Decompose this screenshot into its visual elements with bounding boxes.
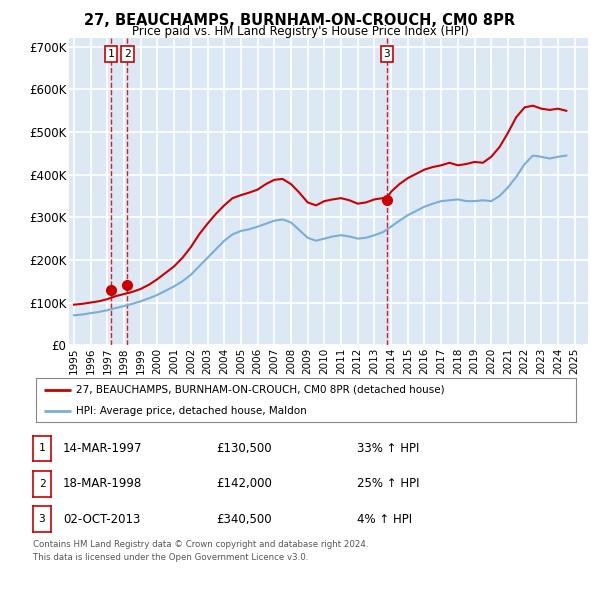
Text: This data is licensed under the Open Government Licence v3.0.: This data is licensed under the Open Gov… — [33, 553, 308, 562]
Text: 2: 2 — [124, 49, 131, 59]
Text: 33% ↑ HPI: 33% ↑ HPI — [357, 442, 419, 455]
Text: 1: 1 — [38, 444, 46, 453]
Text: 25% ↑ HPI: 25% ↑ HPI — [357, 477, 419, 490]
Text: Contains HM Land Registry data © Crown copyright and database right 2024.: Contains HM Land Registry data © Crown c… — [33, 540, 368, 549]
Text: 27, BEAUCHAMPS, BURNHAM-ON-CROUCH, CM0 8PR: 27, BEAUCHAMPS, BURNHAM-ON-CROUCH, CM0 8… — [85, 13, 515, 28]
Text: 4% ↑ HPI: 4% ↑ HPI — [357, 513, 412, 526]
Text: £142,000: £142,000 — [216, 477, 272, 490]
Text: HPI: Average price, detached house, Maldon: HPI: Average price, detached house, Mald… — [77, 406, 307, 416]
Text: 3: 3 — [38, 514, 46, 524]
Text: £130,500: £130,500 — [216, 442, 272, 455]
Text: 3: 3 — [383, 49, 390, 59]
Text: £340,500: £340,500 — [216, 513, 272, 526]
Text: 27, BEAUCHAMPS, BURNHAM-ON-CROUCH, CM0 8PR (detached house): 27, BEAUCHAMPS, BURNHAM-ON-CROUCH, CM0 8… — [77, 385, 445, 395]
Text: 2: 2 — [38, 479, 46, 489]
Text: Price paid vs. HM Land Registry's House Price Index (HPI): Price paid vs. HM Land Registry's House … — [131, 25, 469, 38]
Text: 14-MAR-1997: 14-MAR-1997 — [63, 442, 143, 455]
Text: 02-OCT-2013: 02-OCT-2013 — [63, 513, 140, 526]
Text: 1: 1 — [107, 49, 114, 59]
Text: 18-MAR-1998: 18-MAR-1998 — [63, 477, 142, 490]
